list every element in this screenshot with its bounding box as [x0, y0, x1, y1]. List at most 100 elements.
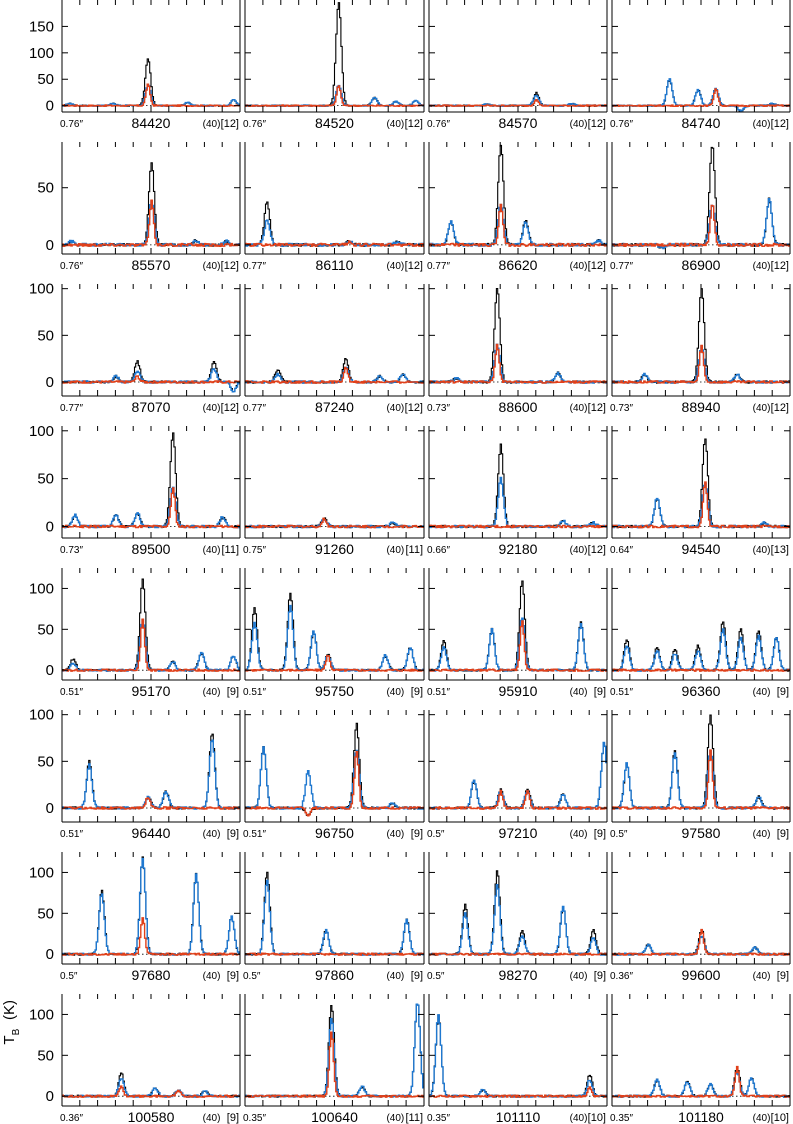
beam-size-label: 0.51″ [427, 687, 450, 698]
spectrum-blue [245, 1003, 424, 1098]
beam-size-label: 0.36″ [610, 971, 633, 982]
panel-94540: 0.64″ 94540 (40) [13] [610, 426, 791, 557]
channel-width-label: (40) [753, 545, 771, 556]
panel-97580: 0.5″ 97580 (40) [9] [610, 710, 791, 841]
beam-size-label: 0.77″ [60, 403, 83, 414]
spectrum-red [612, 749, 790, 810]
spectrum-red [62, 487, 240, 529]
panel-99600: 0.36″ 99600 (40) [9] [610, 852, 791, 983]
frequency-label: 100580 [128, 1109, 175, 1124]
panel-index-label: [12] [405, 118, 423, 130]
channel-width-label: (40) [570, 261, 588, 272]
spectrum-blue [429, 203, 607, 247]
spectrum-black [245, 358, 424, 384]
channel-width-label: (40) [570, 687, 588, 698]
channel-width-label: (40) [753, 1113, 771, 1124]
spectrum-red [245, 1031, 424, 1098]
channel-width-label: (40) [753, 119, 771, 130]
panel-97860: 0.5″ 97860 (40) [9] [243, 852, 425, 983]
spectrum-red [429, 1086, 607, 1098]
frequency-label: 94540 [682, 541, 721, 557]
spectrum-red [245, 85, 424, 107]
channel-width-label: (40) [570, 971, 588, 982]
panel-index-label: [9] [227, 1112, 239, 1124]
frequency-label: 96440 [132, 825, 171, 841]
panel-index-label: [9] [777, 686, 789, 698]
y-tick-label: 50 [37, 905, 54, 922]
panel-86110: 0.77″ 86110 (40) [12] [243, 142, 425, 273]
panel-92180: 0.66″ 92180 (40) [12] [427, 426, 608, 557]
frequency-label: 95170 [132, 683, 171, 699]
y-tick-label: 100 [29, 864, 54, 881]
spectrum-red [612, 928, 790, 956]
panel-index-label: [9] [777, 970, 789, 982]
beam-size-label: 0.35″ [427, 1113, 450, 1124]
panel-index-label: [9] [411, 970, 423, 982]
panel-index-label: [10] [771, 1112, 789, 1124]
y-tick-label: 50 [37, 71, 54, 88]
spectrum-blue [62, 857, 240, 956]
spectrum-blue [612, 198, 790, 250]
beam-size-label: 0.5″ [243, 971, 261, 982]
channel-width-label: (40) [753, 829, 771, 840]
spectrum-black [429, 1014, 607, 1098]
y-tick-label: 0 [46, 237, 54, 254]
spectrum-black [429, 91, 607, 107]
panel-95750: 0.51″ 95750 (40) [9] [243, 568, 425, 699]
spectrum-black [429, 144, 607, 247]
frequency-label: 84570 [499, 115, 538, 131]
beam-size-label: 0.35″ [243, 1113, 266, 1124]
spectrum-black [429, 870, 607, 956]
panel-101110: 0.35″ 101110 (40) [10] [427, 994, 608, 1124]
panel-index-label: [11] [405, 1112, 423, 1124]
channel-width-label: (40) [203, 971, 221, 982]
spectrum-black [62, 360, 240, 393]
panel-index-label: [11] [405, 544, 423, 556]
beam-size-label: 0.5″ [427, 971, 445, 982]
y-tick-label: 100 [29, 1006, 54, 1023]
frequency-label: 91260 [315, 541, 354, 557]
beam-size-label: 0.73″ [60, 545, 83, 556]
y-tick-label: 100 [29, 281, 54, 298]
y-tick-label: 0 [46, 519, 54, 536]
spectrum-red [429, 524, 607, 529]
y-tick-label: 0 [46, 662, 54, 679]
beam-size-label: 0.77″ [610, 261, 633, 272]
channel-width-label: (40) [203, 261, 221, 272]
channel-width-label: (40) [386, 261, 404, 272]
beam-size-label: 0.51″ [60, 687, 83, 698]
spectrum-black [429, 742, 607, 810]
panel-index-label: [9] [594, 970, 606, 982]
spectrum-blue [429, 741, 607, 810]
beam-size-label: 0.5″ [610, 829, 628, 840]
channel-width-label: (40) [386, 829, 404, 840]
channel-width-label: (40) [753, 403, 771, 414]
panel-index-label: [9] [227, 686, 239, 698]
spectrum-black [62, 1072, 240, 1098]
frequency-label: 95910 [499, 683, 538, 699]
frequency-label: 99600 [682, 967, 721, 983]
panel-95170: 0.51″ 95170 (40) [9] [60, 568, 241, 699]
spectrum-black [612, 714, 790, 810]
y-tick-label: 50 [37, 621, 54, 638]
panel-96750: 0.51″ 96750 (40) [9] [243, 710, 425, 841]
spectrum-red [612, 668, 790, 672]
y-tick-label: 0 [46, 98, 54, 115]
panel-87240: 0.77″ 87240 (40) [12] [243, 284, 425, 415]
spectrum-black [62, 856, 240, 956]
frequency-label: 88940 [682, 399, 721, 415]
beam-size-label: 0.35″ [610, 1113, 633, 1124]
frequency-label: 97680 [132, 967, 171, 983]
y-tick-label: 50 [37, 1047, 54, 1064]
channel-width-label: (40) [203, 403, 221, 414]
beam-size-label: 0.51″ [243, 687, 266, 698]
channel-width-label: (40) [203, 829, 221, 840]
spectrum-black [245, 722, 424, 816]
beam-size-label: 0.77″ [243, 403, 266, 414]
y-tick-label: 150 [29, 18, 54, 35]
panel-index-label: [9] [227, 970, 239, 982]
panel-index-label: [12] [221, 118, 239, 130]
panel-86620: 0.77″ 86620 (40) [12] [427, 142, 608, 273]
beam-size-label: 0.51″ [60, 829, 83, 840]
y-tick-label: 0 [46, 800, 54, 817]
